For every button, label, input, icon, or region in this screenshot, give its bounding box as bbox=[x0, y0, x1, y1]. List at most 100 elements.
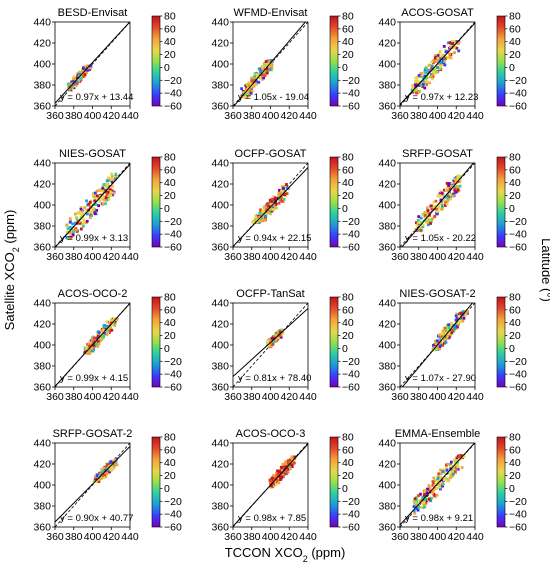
scatter-point bbox=[441, 470, 445, 474]
colorbar-tick-label: −40 bbox=[164, 369, 182, 381]
scatter-point bbox=[453, 324, 457, 327]
scatter-point bbox=[435, 486, 439, 490]
colorbar-tick-label: −20 bbox=[509, 496, 527, 508]
colorbar-tick-label: −40 bbox=[164, 509, 182, 521]
scatter-point bbox=[438, 341, 442, 345]
scatter-point bbox=[425, 79, 429, 83]
scatter-point bbox=[72, 75, 76, 79]
scatter-point bbox=[79, 227, 83, 231]
plot-area-8 bbox=[233, 303, 308, 387]
scatter-point bbox=[89, 210, 93, 214]
scatter-point bbox=[104, 196, 108, 200]
scatter-point bbox=[102, 183, 106, 186]
scatter-point bbox=[280, 185, 284, 189]
scatter-point bbox=[442, 341, 446, 345]
scatter-point bbox=[253, 72, 257, 75]
colorbar-tick-label: 20 bbox=[509, 49, 521, 61]
scatter-point bbox=[276, 336, 280, 340]
scatter-point bbox=[85, 70, 89, 74]
scatter-point bbox=[71, 83, 75, 87]
colorbar-tick-label: 80 bbox=[164, 152, 176, 164]
scatter-point bbox=[92, 208, 96, 212]
scatter-point bbox=[438, 345, 442, 348]
scatter-point bbox=[440, 192, 444, 195]
x-tick-label: 400 bbox=[84, 531, 102, 543]
regression-line bbox=[55, 303, 130, 387]
plot-area-1 bbox=[55, 22, 130, 106]
y-tick-label: 420 bbox=[33, 179, 51, 191]
scatter-point bbox=[450, 331, 454, 335]
scatter-point bbox=[106, 331, 110, 335]
scatter-point bbox=[94, 336, 98, 340]
y-tick-label: 400 bbox=[33, 200, 51, 212]
scatter-point bbox=[115, 463, 119, 467]
scatter-point bbox=[284, 462, 288, 466]
scatter-point bbox=[95, 342, 98, 346]
scatter-point bbox=[452, 40, 456, 44]
scatter-point bbox=[455, 459, 459, 462]
scatter-point bbox=[280, 475, 284, 479]
x-tick-label: 380 bbox=[410, 251, 428, 263]
scatter-point bbox=[421, 223, 425, 227]
scatter-point bbox=[439, 337, 443, 341]
scatter-point bbox=[454, 471, 458, 475]
scatter-point bbox=[444, 188, 448, 192]
colorbar-tick-label: 60 bbox=[509, 23, 521, 35]
scatter-point bbox=[103, 473, 106, 477]
colorbar-tick-label: −20 bbox=[342, 216, 360, 228]
scatter-point bbox=[446, 194, 450, 198]
scatter-point bbox=[417, 215, 421, 218]
scatter-point bbox=[432, 200, 436, 204]
scatter-point bbox=[422, 502, 426, 506]
scatter-point bbox=[416, 221, 420, 225]
scatter-point bbox=[440, 207, 443, 211]
scatter-point bbox=[442, 198, 446, 202]
scatter-point bbox=[95, 194, 99, 198]
y-tick-label: 400 bbox=[33, 340, 51, 352]
scatter-point bbox=[108, 327, 112, 330]
x-tick-label: 360 bbox=[46, 391, 64, 403]
scatter-point bbox=[269, 344, 273, 348]
scatter-point bbox=[86, 212, 89, 216]
scatter-point bbox=[440, 335, 444, 338]
scatter-point bbox=[456, 467, 460, 471]
scatter-point bbox=[97, 480, 100, 483]
x-tick-label: 440 bbox=[299, 110, 317, 122]
colorbar-tick-label: −20 bbox=[342, 356, 360, 368]
colorbar-tick-label: −40 bbox=[509, 88, 527, 100]
x-tick-label: 440 bbox=[299, 391, 317, 403]
scatter-point bbox=[413, 511, 417, 515]
scatter-point bbox=[439, 334, 443, 337]
scatter-point bbox=[261, 209, 265, 213]
scatter-point bbox=[437, 483, 441, 487]
plot-area-9 bbox=[400, 303, 475, 387]
scatter-point bbox=[268, 66, 271, 69]
one-to-one-line bbox=[55, 443, 130, 527]
scatter-point bbox=[431, 480, 435, 483]
scatter-point bbox=[450, 184, 454, 188]
scatter-point bbox=[82, 222, 86, 226]
x-axis-label-sub: 2 bbox=[303, 554, 308, 564]
scatter-point bbox=[452, 45, 456, 49]
scatter-point bbox=[431, 217, 434, 221]
scatter-point bbox=[438, 487, 442, 491]
scatter-point bbox=[441, 53, 445, 57]
y-tick-label: 420 bbox=[378, 179, 396, 191]
scatter-point bbox=[274, 482, 278, 486]
y-tick-label: 360 bbox=[211, 522, 229, 534]
scatter-point bbox=[278, 329, 282, 333]
scatter-point bbox=[439, 61, 443, 65]
scatter-point bbox=[412, 505, 416, 508]
scatter-point bbox=[93, 191, 97, 195]
scatter-point bbox=[94, 202, 98, 206]
scatter-point bbox=[458, 455, 461, 458]
scatter-point bbox=[262, 76, 266, 80]
scatter-point bbox=[91, 338, 94, 341]
one-to-one-line bbox=[55, 163, 130, 247]
scatter-point bbox=[441, 483, 445, 486]
y-tick-label: 420 bbox=[211, 38, 229, 50]
scatter-point bbox=[424, 67, 428, 70]
scatter-point bbox=[437, 481, 441, 485]
scatter-point bbox=[454, 461, 458, 465]
scatter-point bbox=[100, 329, 104, 333]
